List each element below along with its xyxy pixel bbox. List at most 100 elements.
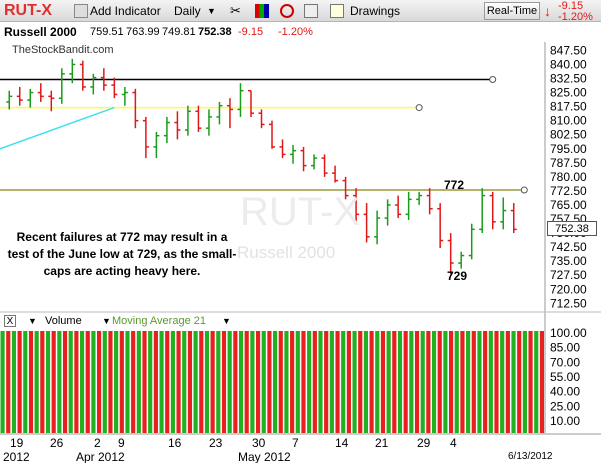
price-tick-label: 847.50: [550, 43, 587, 57]
price-tick-label: 742.50: [550, 240, 587, 254]
volume-bar: [187, 331, 193, 433]
volume-bar: [153, 331, 158, 433]
volume-bar: [403, 331, 408, 433]
quote-high: 763.99: [126, 26, 160, 38]
volume-bar: [250, 331, 255, 433]
volume-bar: [210, 331, 215, 433]
price-tick-label: 832.50: [550, 72, 587, 86]
volume-bar: [409, 331, 414, 433]
chevron-down-icon[interactable]: ▼: [222, 316, 231, 326]
volume-bar: [244, 331, 249, 433]
volume-tick-label: 10.00: [550, 414, 580, 428]
volume-bar: [448, 331, 454, 433]
add-indicator-button[interactable]: Add Indicator: [90, 4, 161, 18]
volume-bar: [471, 331, 476, 433]
volume-bar: [358, 331, 363, 433]
date-stamp: 6/13/2012: [508, 451, 553, 462]
volume-bar: [414, 331, 420, 433]
clock-icon[interactable]: [280, 4, 294, 18]
volume-bar: [261, 331, 266, 433]
month-label: Apr 2012: [76, 450, 125, 463]
date-tick-label: 9: [118, 436, 125, 450]
date-tick-label: 16: [168, 436, 182, 450]
price-tick-label: 795.00: [550, 142, 587, 156]
low-label: 729: [447, 269, 468, 283]
volume-bar: [51, 331, 56, 433]
volume-bar: [505, 331, 510, 433]
quote-change: -9.15: [238, 26, 264, 38]
volume-bar: [352, 331, 357, 433]
date-tick-label: 29: [417, 436, 431, 450]
volume-bar: [363, 331, 369, 433]
chevron-down-icon[interactable]: ▼: [207, 6, 216, 16]
volume-bar: [511, 331, 516, 433]
realtime-button[interactable]: Real-Time: [484, 2, 540, 20]
settings-icon[interactable]: [304, 4, 318, 18]
date-tick-label: 7: [292, 436, 299, 450]
volume-bar: [437, 331, 442, 433]
volume-bar: [278, 331, 283, 433]
volume-bar: [40, 331, 45, 433]
volume-bar: [284, 331, 289, 433]
volume-tick-label: 85.00: [550, 341, 580, 355]
volume-bar: [216, 331, 221, 433]
tools-icon[interactable]: ✂: [230, 3, 241, 18]
quote-last: 752.38: [198, 26, 232, 38]
trend-line-anchor: [489, 75, 497, 83]
chevron-down-icon[interactable]: ▼: [28, 316, 37, 326]
volume-bar: [142, 331, 147, 433]
volume-bar: [301, 331, 306, 433]
volume-bar: [420, 331, 425, 433]
volume-bar: [522, 331, 527, 433]
volume-bar: [131, 331, 136, 433]
volume-bar: [392, 331, 397, 433]
date-tick-label: 14: [335, 436, 349, 450]
volume-bar: [255, 331, 261, 433]
volume-header: X ▼ Volume ▼ Moving Average 21 ▼: [0, 313, 545, 330]
down-arrow-icon: ↓: [544, 3, 551, 19]
volume-bar: [34, 331, 39, 433]
quote-low: 749.81: [162, 26, 196, 38]
drawings-icon[interactable]: [330, 4, 344, 18]
period-select[interactable]: Daily: [174, 4, 201, 18]
volume-bar: [148, 331, 153, 433]
quote-change-pct: -1.20%: [278, 26, 313, 38]
price-tick-label: 810.00: [550, 114, 587, 128]
quote-name: Russell 2000: [4, 25, 77, 39]
close-icon[interactable]: X: [4, 315, 16, 327]
chevron-down-icon[interactable]: ▼: [102, 316, 111, 326]
volume-bar: [193, 331, 198, 433]
volume-bar: [295, 331, 300, 433]
indicator-icon[interactable]: [74, 4, 88, 18]
volume-bar: [329, 331, 334, 433]
volume-bar: [494, 331, 499, 433]
volume-bar: [159, 331, 164, 433]
volume-bar: [375, 331, 380, 433]
price-tick-label: 840.00: [550, 57, 587, 71]
volume-bar: [11, 331, 17, 433]
date-tick-label: 4: [450, 436, 457, 450]
drawings-button[interactable]: Drawings: [350, 4, 401, 18]
volume-bar: [62, 331, 68, 433]
volume-tick-label: 25.00: [550, 399, 580, 413]
volume-bar: [23, 331, 28, 433]
volume-title: Volume: [45, 315, 82, 327]
date-tick-label: 23: [209, 436, 223, 450]
price-tick-label: 720.00: [550, 282, 587, 296]
volume-bar: [238, 331, 244, 433]
volume-bar: [431, 331, 437, 433]
volume-bar: [204, 331, 210, 433]
volume-bar: [460, 331, 465, 433]
chart-type-icon[interactable]: [255, 4, 269, 18]
trend-line-anchor: [415, 104, 423, 112]
volume-tick-label: 40.00: [550, 385, 580, 399]
volume-bar: [346, 331, 351, 433]
volume-bar: [488, 331, 493, 433]
toolbar-change-pct: -1.20%: [558, 11, 593, 23]
symbol-label[interactable]: RUT-X: [4, 2, 52, 19]
volume-bar: [79, 331, 85, 433]
trend-line-cyan: [0, 106, 115, 150]
toolbar: RUT-X Add Indicator Daily ▼ ✂ Drawings R…: [0, 0, 601, 23]
price-tick-label: 802.50: [550, 128, 587, 142]
